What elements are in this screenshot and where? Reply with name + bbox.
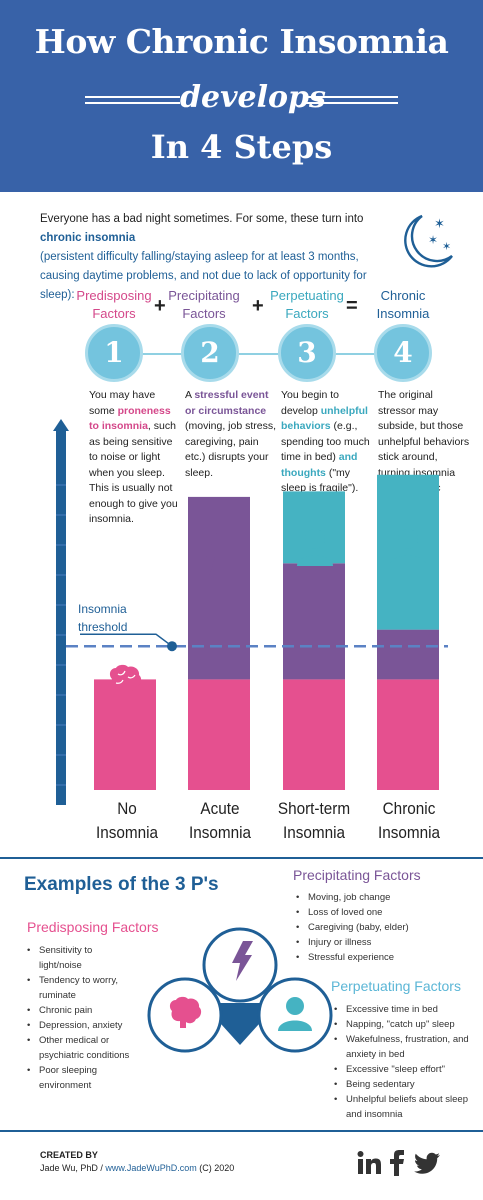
list-item: Loss of loved one — [296, 905, 466, 920]
perpetuating-heading: Perpetuating Factors — [331, 978, 461, 994]
list-item: Tendency to worry, ruminate — [27, 973, 137, 1003]
y-axis-ticks — [56, 484, 66, 786]
insomnia-stacked-bar-chart — [53, 419, 448, 805]
plus-operator: + — [252, 295, 264, 317]
intro-part-2: (persistent difficulty falling/staying a… — [40, 251, 367, 301]
svg-text:✶: ✶ — [442, 240, 451, 253]
lightning-bolt-icon — [232, 941, 253, 981]
perpetuating-list: Excessive time in bed Napping, "catch up… — [334, 1002, 474, 1122]
list-item: Injury or illness — [296, 935, 466, 950]
list-item: Unhelpful beliefs about sleep and insomn… — [334, 1092, 474, 1122]
list-item: Napping, "catch up" sleep — [334, 1017, 474, 1032]
x-label-chronic-insomnia: Chronic Insomnia — [377, 799, 441, 842]
y-axis-arrow-shaft — [56, 429, 66, 805]
decorative-line — [85, 96, 180, 98]
list-item: Other medical or psychiatric conditions — [27, 1033, 137, 1063]
svg-text:✶: ✶ — [434, 217, 445, 232]
list-item: Sensitivity to light/noise — [27, 943, 137, 973]
person-icon — [297, 529, 333, 566]
list-item: Depression, anxiety — [27, 1018, 137, 1033]
step-circle-1: 1 — [85, 324, 143, 382]
facebook-icon[interactable] — [388, 1148, 406, 1178]
moon-stars-icon: ✶ ✶ ✶ — [404, 214, 453, 268]
bar-segment-1-category-1 — [94, 679, 156, 790]
threshold-marker — [167, 641, 177, 652]
website-link[interactable]: www.JadeWuPhD.com — [105, 1163, 197, 1173]
list-item: Moving, job change — [296, 890, 466, 905]
step-description-1: You may have some proneness to insomnia,… — [89, 389, 178, 525]
svg-text:✶: ✶ — [428, 233, 438, 247]
intro-part-1: Everyone has a bad night sometimes. For … — [40, 213, 364, 225]
title-develops-row: develops — [0, 78, 483, 118]
factor-header-predisposing: Predisposing Factors — [76, 288, 152, 321]
bar-segment-1-category-4 — [377, 679, 439, 790]
created-by-label: CREATED BY — [40, 1150, 98, 1160]
author-name: Jade Wu, PhD — [40, 1163, 98, 1173]
decorative-line — [303, 96, 398, 98]
step-circle-3: 3 — [278, 324, 336, 382]
examples-title: Examples of the 3 P's — [24, 874, 219, 895]
intro-text: Everyone has a bad night sometimes. For … — [40, 210, 390, 305]
step-description-2: A stressful event or circumstance (movin… — [185, 389, 277, 479]
three-p-venn-diagram — [147, 927, 333, 1053]
twitter-icon[interactable] — [412, 1148, 442, 1178]
bar-segment-2-category-3 — [283, 563, 345, 680]
header-banner: How Chronic Insomnia develops In 4 Steps — [0, 0, 483, 192]
threshold-label: Insomnia threshold — [78, 602, 128, 634]
list-item: Excessive "sleep effort" — [334, 1062, 474, 1077]
credit-line: Jade Wu, PhD / www.JadeWuPhD.com (C) 202… — [40, 1163, 235, 1173]
plus-operator: + — [154, 295, 166, 317]
step-description-3: You begin to develop unhelpful behaviors… — [281, 389, 370, 494]
person-icon — [390, 529, 426, 566]
bars-group — [94, 474, 439, 790]
list-item: Wakefulness, frustration, and anxiety in… — [334, 1032, 474, 1062]
bar-segment-3-category-4 — [377, 474, 439, 630]
list-item: Being sedentary — [334, 1077, 474, 1092]
x-label-short-term-insomnia: Short-term Insomnia — [277, 799, 351, 842]
list-item: Stressful experience — [296, 950, 466, 965]
decorative-line — [85, 102, 180, 104]
factor-header-perpetuating: Perpetuating Factors — [270, 288, 344, 321]
equals-operator: = — [346, 295, 358, 317]
predisposing-heading: Predisposing Factors — [27, 919, 159, 935]
brain-icon — [109, 664, 142, 696]
precipitating-heading: Precipitating Factors — [293, 867, 421, 883]
factor-header-precipitating: Precipitating Factors — [168, 288, 240, 321]
list-item: Poor sleeping environment — [27, 1063, 137, 1093]
linkedin-icon[interactable] — [356, 1148, 382, 1178]
lightning-bolt-icon — [206, 533, 229, 577]
footer-divider — [0, 1130, 483, 1132]
list-item: Caregiving (baby, elder) — [296, 920, 466, 935]
section-divider — [0, 857, 483, 859]
bar-segment-3-category-3 — [283, 491, 345, 564]
step-circle-2: 2 — [181, 324, 239, 382]
decorative-line — [303, 102, 398, 104]
bar-segment-2-category-4 — [377, 629, 439, 680]
brain-icon — [169, 996, 202, 1028]
title-line-3: In 4 Steps — [150, 128, 333, 166]
intro-highlight: chronic insomnia — [40, 232, 136, 244]
title-line-2: develops — [180, 80, 326, 115]
step-circle-4: 4 — [374, 324, 432, 382]
predisposing-list: Sensitivity to light/noise Tendency to w… — [27, 943, 137, 1093]
bar-segment-1-category-3 — [283, 679, 345, 790]
bar-segment-2-category-2 — [188, 496, 250, 680]
list-item: Chronic pain — [27, 1003, 137, 1018]
x-label-no-insomnia: No Insomnia — [95, 799, 159, 842]
list-item: Excessive time in bed — [334, 1002, 474, 1017]
y-axis-arrow-head — [53, 419, 69, 431]
person-icon — [278, 997, 312, 1031]
bar-segment-1-category-2 — [188, 679, 250, 790]
x-label-acute-insomnia: Acute Insomnia — [188, 799, 252, 842]
precipitating-list: Moving, job change Loss of loved one Car… — [296, 890, 466, 965]
factor-header-chronic: Chronic Insomnia — [376, 288, 430, 321]
title-line-1: How Chronic Insomnia — [34, 22, 449, 61]
threshold-leader-line — [80, 633, 173, 647]
steps-connector-line — [113, 353, 403, 355]
